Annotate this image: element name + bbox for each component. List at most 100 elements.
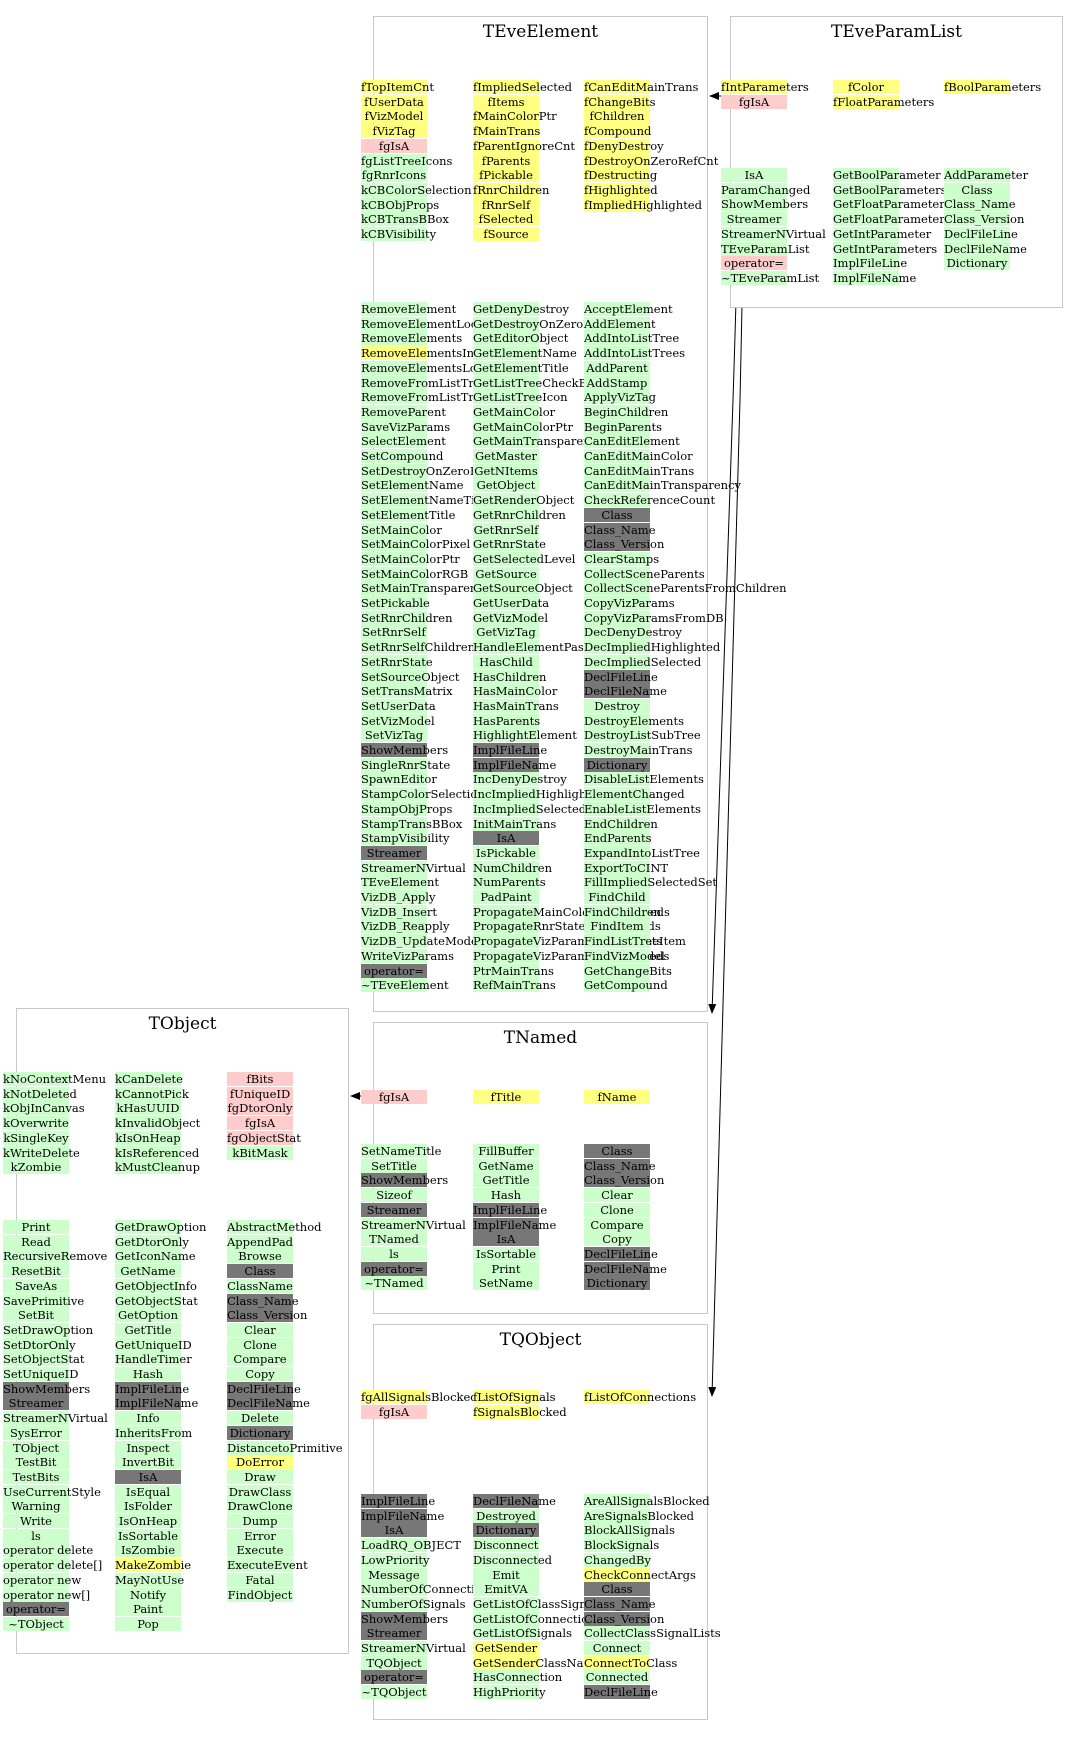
method-member: RemoveElementsLocal (361, 360, 494, 375)
method-member: ImplFileLine (473, 1202, 548, 1217)
method-member: DeclFileLine (584, 669, 658, 684)
method-member: AddIntoListTrees (584, 346, 686, 361)
method-member: HighPriority (473, 1685, 546, 1700)
data-member: fCanEditMainTrans (584, 80, 699, 94)
method-member: GetBoolParameters (833, 182, 947, 197)
method-member: Dump (227, 1514, 293, 1528)
method-member: Dictionary (584, 757, 650, 772)
method-member: Clone (584, 1202, 650, 1217)
method-member: operator= (3, 1602, 69, 1617)
method-member: RemoveElements (361, 331, 463, 346)
method-member: AcceptElement (584, 302, 673, 316)
method-member: SetTitle (361, 1158, 427, 1173)
method-member: FindChild (584, 890, 650, 904)
method-member: SetDrawOption (3, 1322, 94, 1337)
method-member: ~TEveElement (361, 978, 449, 993)
method-member: HasChild (473, 654, 539, 669)
method-member: EndParents (584, 831, 652, 846)
data-member: kBitMask (227, 1145, 293, 1160)
method-member: CanEditElement (584, 434, 680, 449)
method-member: GetMaster (473, 449, 539, 463)
method-member: GetVizModel (473, 610, 548, 625)
method-member: DestroyListSubTree (584, 728, 701, 743)
method-member: FindListTreeItem (584, 934, 686, 949)
method-member: SetUserData (361, 698, 436, 713)
method-member: CheckReferenceCount (584, 493, 716, 508)
data-member: fChildren (584, 109, 650, 124)
method-member: Hash (473, 1188, 539, 1203)
method-member: Print (3, 1220, 69, 1234)
method-member: IsOnHeap (115, 1514, 181, 1528)
data-member: fMainColorPtr (473, 109, 557, 124)
method-member: operator= (361, 1261, 427, 1276)
data-member: fColor (833, 80, 899, 94)
method-member: TQObject (361, 1655, 427, 1670)
method-member: GetObject (473, 478, 539, 493)
data-member: kWriteDelete (3, 1145, 80, 1160)
method-member: ~TObject (3, 1616, 69, 1631)
data-member: fSelected (473, 212, 539, 227)
method-member: InitMainTrans (473, 816, 557, 831)
data-member: kOverwrite (3, 1116, 69, 1131)
method-member: ConnectToClass (584, 1655, 678, 1670)
method-member: ClassName (227, 1278, 293, 1293)
method-member: NumberOfSignals (361, 1596, 466, 1611)
method-member: AbstractMethod (227, 1220, 322, 1234)
method-member: VizDB_Apply (361, 890, 436, 904)
method-member: SetRnrState (361, 654, 433, 669)
method-member: LowPriority (361, 1552, 430, 1567)
data-member: fgIsA (721, 94, 787, 109)
data-member: fImpliedSelected (473, 80, 572, 94)
method-member: IsZombie (115, 1543, 181, 1558)
method-member: GetObjectStat (115, 1293, 198, 1308)
method-member: ParamChanged (721, 182, 811, 197)
method-member: FindVizModel (584, 948, 665, 963)
method-member: operator= (361, 1670, 427, 1685)
method-member: StampTransBBox (361, 816, 463, 831)
method-member: Compare (227, 1352, 293, 1367)
method-member: Class_Version (584, 537, 665, 552)
method-member: operator delete[] (3, 1558, 103, 1573)
method-member: AddIntoListTree (584, 331, 680, 346)
method-member: SetVizTag (361, 728, 427, 743)
method-member: Class_Version (584, 1173, 665, 1188)
data-member: fUniqueID (227, 1086, 293, 1101)
method-member: RefMainTrans (473, 978, 556, 993)
method-member: DistancetoPrimitive (227, 1440, 343, 1455)
method-member: DeclFileLine (584, 1246, 658, 1261)
method-member: GetSender (473, 1641, 539, 1655)
method-member: ImplFileLine (361, 1494, 436, 1508)
method-member: TestBit (3, 1455, 69, 1470)
method-member: SaveAs (3, 1278, 69, 1293)
method-member: RemoveParent (361, 404, 447, 419)
data-member: fDestructing (584, 168, 658, 183)
method-member: GetListOfClassSignals (473, 1596, 604, 1611)
method-member: RemoveFromListTrees (361, 390, 493, 405)
method-member: IsSortable (115, 1528, 181, 1543)
method-member: Disconnect (473, 1538, 539, 1553)
method-member: EmitVA (473, 1582, 539, 1597)
method-member: Class_Version (227, 1308, 308, 1323)
method-member: ~TNamed (361, 1276, 427, 1291)
data-member: fHighlighted (584, 182, 658, 197)
method-member: ImplFileName (473, 1217, 557, 1232)
method-member: IsA (721, 168, 787, 182)
method-member: GetCompound (584, 978, 668, 993)
method-member: IsPickable (473, 845, 539, 860)
method-member: GetListTreeIcon (473, 390, 568, 405)
method-member: AreSignalsBlocked (584, 1508, 694, 1523)
method-member: SetMainColorRGB (361, 566, 469, 581)
method-member: GetMainColor (473, 404, 556, 419)
method-member: GetUserData (473, 596, 550, 610)
method-member: TEveElement (361, 875, 439, 890)
method-member: WriteVizParams (361, 948, 454, 963)
method-member: CollectClassSignalLists (584, 1626, 721, 1641)
method-member: DeclFileLine (944, 226, 1018, 241)
method-member: Class_Name (227, 1293, 299, 1308)
data-member: kInvalidObject (115, 1116, 201, 1131)
method-member: Class_Name (944, 197, 1016, 212)
method-member: DeclFileLine (584, 1685, 658, 1700)
method-member: Compare (584, 1217, 650, 1232)
method-member: DestroyElements (584, 713, 684, 728)
data-member: fgAllSignalsBlocked (361, 1390, 478, 1404)
